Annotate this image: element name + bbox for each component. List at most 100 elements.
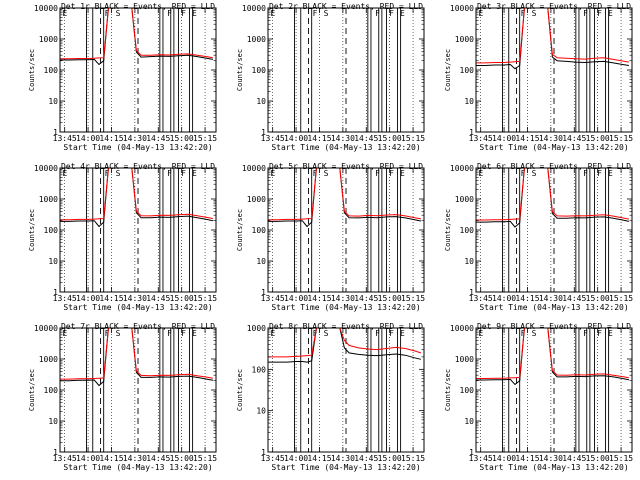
series-lld bbox=[60, 8, 213, 60]
flag-letter: F bbox=[167, 169, 172, 178]
x-tick-label: 14:00 bbox=[76, 294, 100, 303]
y-tick-label: 1000 bbox=[247, 35, 266, 44]
x-tick-label: 14:30 bbox=[539, 134, 563, 143]
y-tick-label: 1000 bbox=[39, 195, 58, 204]
x-tick-label: 14:15 bbox=[515, 454, 539, 463]
flag-letter: F bbox=[105, 9, 110, 18]
y-tick-label: 100 bbox=[460, 66, 475, 75]
series-events bbox=[60, 328, 213, 387]
x-tick-label: 14:15 bbox=[99, 454, 123, 463]
x-tick-label: 14:30 bbox=[331, 134, 355, 143]
series-events bbox=[476, 8, 629, 70]
flag-letter: S bbox=[532, 9, 537, 18]
flag-letter: F bbox=[597, 169, 602, 178]
x-tick-label: 13:45 bbox=[469, 454, 493, 463]
y-axis-label: Counts/sec bbox=[236, 369, 244, 411]
x-tick-label: 15:15 bbox=[609, 134, 633, 143]
flag-letter: F bbox=[167, 329, 172, 338]
chart-title: Det 5r BLACK = Events, RED = LLD bbox=[269, 162, 423, 171]
y-tick-label: 100 bbox=[252, 365, 267, 374]
x-tick-label: 14:30 bbox=[331, 454, 355, 463]
y-tick-label: 10 bbox=[464, 257, 474, 266]
y-tick-label: 1000 bbox=[455, 35, 474, 44]
x-tick-label: 14:15 bbox=[307, 454, 331, 463]
x-tick-label: 14:45 bbox=[354, 454, 378, 463]
flag-letter: F bbox=[521, 329, 526, 338]
y-tick-label: 10 bbox=[464, 417, 474, 426]
y-axis-label: Counts/sec bbox=[236, 49, 244, 91]
x-tick-label: 13:45 bbox=[261, 134, 285, 143]
x-tick-label: 14:45 bbox=[562, 294, 586, 303]
x-tick-label: 15:00 bbox=[378, 454, 402, 463]
flag-letter: S bbox=[532, 329, 537, 338]
x-tick-label: 14:00 bbox=[76, 454, 100, 463]
y-tick-label: 100 bbox=[44, 226, 59, 235]
y-axis-label: Counts/sec bbox=[444, 209, 452, 251]
x-tick-label: 15:00 bbox=[378, 134, 402, 143]
x-tick-label: 14:15 bbox=[307, 134, 331, 143]
x-tick-label: 14:30 bbox=[123, 454, 147, 463]
x-tick-label: 15:15 bbox=[401, 294, 425, 303]
x-tick-label: 13:45 bbox=[469, 134, 493, 143]
flag-letter: E bbox=[192, 329, 197, 338]
x-axis-label: Start Time (04-May-13 13:42:20) bbox=[479, 143, 628, 152]
y-tick-label: 10000 bbox=[242, 4, 266, 13]
x-tick-label: 14:15 bbox=[99, 134, 123, 143]
flag-letter: F bbox=[313, 169, 318, 178]
y-tick-label: 1 bbox=[53, 448, 58, 457]
x-tick-label: 15:00 bbox=[170, 294, 194, 303]
flag-letter: F bbox=[313, 9, 318, 18]
x-tick-label: 15:15 bbox=[609, 294, 633, 303]
x-tick-label: 14:45 bbox=[146, 454, 170, 463]
flag-letter: E bbox=[63, 9, 68, 18]
x-tick-label: 14:00 bbox=[492, 454, 516, 463]
x-axis-label: Start Time (04-May-13 13:42:20) bbox=[271, 463, 420, 472]
y-tick-label: 1000 bbox=[455, 355, 474, 364]
y-axis-label: Counts/sec bbox=[444, 49, 452, 91]
y-tick-label: 100 bbox=[460, 226, 475, 235]
x-tick-label: 15:00 bbox=[586, 134, 610, 143]
series-lld bbox=[268, 328, 422, 358]
x-axis-label: Start Time (04-May-13 13:42:20) bbox=[63, 303, 212, 312]
series-lld bbox=[60, 328, 213, 380]
x-tick-label: 13:45 bbox=[53, 134, 77, 143]
chart-title: Det 3r BLACK = Events, RED = LLD bbox=[477, 2, 631, 11]
series-events bbox=[476, 168, 630, 228]
y-tick-label: 10000 bbox=[450, 164, 474, 173]
series-lld bbox=[268, 168, 421, 221]
x-tick-label: 15:00 bbox=[378, 294, 402, 303]
chart-title: Det 8r BLACK = Events, RED = LLD bbox=[269, 322, 423, 331]
flag-letter: S bbox=[116, 9, 121, 18]
x-tick-label: 13:45 bbox=[53, 454, 77, 463]
y-tick-label: 100 bbox=[252, 226, 267, 235]
x-axis-label: Start Time (04-May-13 13:42:20) bbox=[63, 143, 212, 152]
x-axis-label: Start Time (04-May-13 13:42:20) bbox=[271, 303, 420, 312]
y-tick-label: 10000 bbox=[450, 4, 474, 13]
flag-letter: F bbox=[181, 329, 186, 338]
flag-letter: F bbox=[597, 9, 602, 18]
x-tick-label: 14:30 bbox=[331, 294, 355, 303]
flag-letter: F bbox=[375, 329, 380, 338]
series-lld bbox=[60, 168, 213, 221]
flag-letter: E bbox=[271, 9, 276, 18]
y-tick-label: 100 bbox=[460, 386, 475, 395]
flag-letter: E bbox=[479, 169, 484, 178]
flag-letter: E bbox=[400, 329, 405, 338]
y-tick-label: 10000 bbox=[242, 164, 266, 173]
flag-letter: E bbox=[63, 169, 68, 178]
series-events bbox=[268, 328, 422, 363]
flag-letter: F bbox=[583, 169, 588, 178]
x-tick-label: 14:00 bbox=[284, 454, 308, 463]
y-tick-label: 1 bbox=[469, 448, 474, 457]
x-tick-label: 14:00 bbox=[492, 134, 516, 143]
x-axis-label: Start Time (04-May-13 13:42:20) bbox=[479, 303, 628, 312]
series-events bbox=[268, 168, 422, 228]
flag-letter: S bbox=[324, 329, 329, 338]
y-tick-label: 10 bbox=[256, 407, 266, 416]
